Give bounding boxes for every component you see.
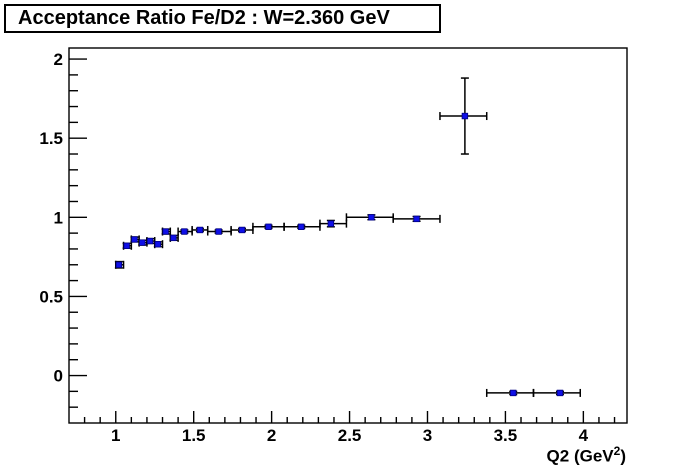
- data-point-marker: [413, 215, 420, 223]
- data-point-marker: [181, 228, 188, 235]
- y-tick-label: 2: [54, 50, 63, 69]
- x-tick-label: 2: [267, 426, 276, 445]
- data-point-marker: [556, 389, 564, 397]
- y-tick-label: 1.5: [39, 129, 63, 148]
- data-point-marker: [170, 234, 177, 242]
- x-tick-label: 4: [579, 426, 589, 445]
- x-axis-title-sup: 2: [613, 444, 621, 458]
- data-point-marker: [510, 389, 517, 397]
- x-tick-label: 2.5: [338, 426, 362, 445]
- x-axis-title-suffix: ): [620, 446, 626, 466]
- data-point-marker: [238, 226, 246, 234]
- plot-title: Acceptance Ratio Fe/D2 : W=2.360 GeV: [18, 7, 390, 29]
- y-tick-label: 0.5: [39, 287, 63, 306]
- y-tick-label: 0: [54, 367, 63, 386]
- data-point-marker: [461, 112, 469, 120]
- data-point-marker: [196, 226, 204, 234]
- data-point-marker: [215, 228, 222, 235]
- x-tick-label: 3: [423, 426, 432, 445]
- data-point-marker: [265, 223, 272, 230]
- plot-frame: [68, 47, 628, 424]
- y-tick-label: 1: [54, 208, 63, 227]
- data-point-marker: [298, 223, 305, 230]
- data-point-marker: [327, 220, 335, 227]
- data-point-marker: [123, 242, 130, 249]
- data-point-marker: [146, 237, 154, 245]
- plot-title-box: Acceptance Ratio Fe/D2 : W=2.360 GeV: [4, 4, 441, 33]
- x-tick-label: 1.5: [182, 426, 206, 445]
- x-axis-title-text: Q2 (GeV: [546, 446, 614, 466]
- data-point-marker: [162, 228, 169, 235]
- data-point-marker: [131, 236, 138, 243]
- data-point-marker: [154, 241, 162, 248]
- x-tick-label: 1: [111, 426, 120, 445]
- data-point-marker: [139, 239, 146, 246]
- data-point-marker: [115, 261, 123, 268]
- x-axis-title: Q2 (GeV2): [326, 444, 626, 467]
- x-tick-label: 3.5: [494, 426, 518, 445]
- data-point-marker: [368, 214, 375, 221]
